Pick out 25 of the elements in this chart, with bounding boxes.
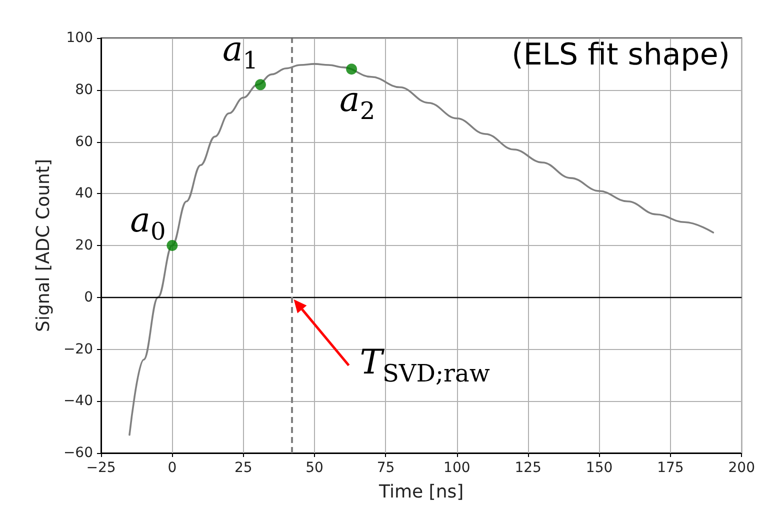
y-tick-label: 80 <box>75 82 93 98</box>
x-tick-label: 25 <box>234 460 252 476</box>
x-tick-label: 200 <box>728 460 756 476</box>
x-tick-label: −25 <box>86 460 116 476</box>
annotation: (ELS fit shape) <box>512 38 730 72</box>
x-tick-label: 100 <box>444 460 470 476</box>
x-axis-title: Time [ns] <box>378 482 464 502</box>
point <box>166 240 178 251</box>
y-tick-label: −40 <box>63 393 93 410</box>
point <box>346 64 358 75</box>
x-tick-label: 125 <box>514 460 542 476</box>
y-tick-label: 20 <box>75 238 93 254</box>
y-tick-label: −60 <box>63 445 93 461</box>
x-tick-label: 150 <box>586 460 613 476</box>
x-tick-label: 75 <box>376 460 395 476</box>
x-tick-label: 50 <box>306 460 324 476</box>
y-tick-label: 40 <box>75 186 93 202</box>
y-tick-label: 60 <box>75 134 93 150</box>
point <box>254 79 266 90</box>
y-axis-title: Signal [ADC Count] <box>33 159 54 332</box>
y-tick-label: 100 <box>66 30 93 46</box>
x-tick-label: 175 <box>657 460 684 476</box>
y-tick-label: 0 <box>84 289 93 306</box>
x-tick-label: 0 <box>168 460 177 476</box>
y-tick-label: −20 <box>63 341 93 358</box>
